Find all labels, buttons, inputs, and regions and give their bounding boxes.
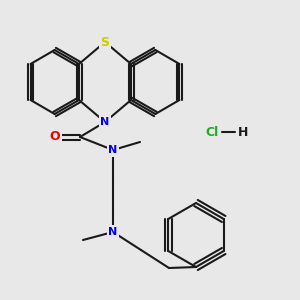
Text: N: N	[108, 145, 118, 155]
Text: Cl: Cl	[206, 125, 219, 139]
Text: H: H	[238, 125, 248, 139]
Text: S: S	[100, 35, 109, 49]
Text: N: N	[100, 117, 109, 127]
Text: O: O	[50, 130, 60, 143]
Text: N: N	[108, 227, 118, 237]
